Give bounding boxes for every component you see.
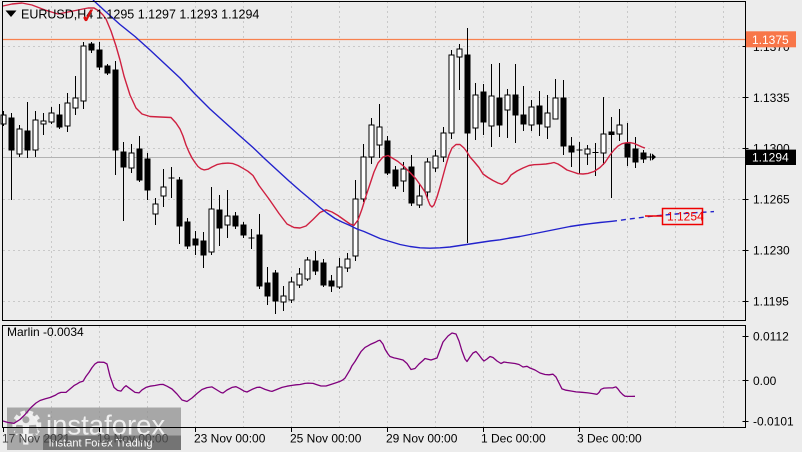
svg-text:1.1265: 1.1265 (753, 193, 790, 207)
svg-text:1.1195: 1.1195 (753, 295, 789, 309)
svg-text:25 Nov 00:00: 25 Nov 00:00 (290, 432, 362, 446)
svg-text:1 Dec 00:00: 1 Dec 00:00 (481, 432, 546, 446)
svg-text:-0.0101: -0.0101 (753, 415, 794, 429)
svg-text:1.1294: 1.1294 (752, 151, 789, 165)
svg-text:29 Nov 00:00: 29 Nov 00:00 (386, 432, 458, 446)
svg-text:1.1335: 1.1335 (753, 91, 790, 105)
svg-text:1.1295 1.1297 1.1293 1.1294: 1.1295 1.1297 1.1293 1.1294 (96, 8, 259, 22)
svg-text:1.1230: 1.1230 (753, 244, 790, 258)
svg-text:Instant Forex Trading: Instant Forex Trading (49, 438, 153, 450)
svg-text:1.1254: 1.1254 (667, 210, 704, 224)
svg-text:✓: ✓ (79, 5, 98, 28)
svg-text:0.00: 0.00 (753, 374, 777, 388)
svg-text:Marlin -0.0034: Marlin -0.0034 (7, 325, 84, 339)
svg-text:3 Dec 00:00: 3 Dec 00:00 (577, 432, 642, 446)
svg-text:EURUSD,H4: EURUSD,H4 (21, 8, 93, 22)
svg-text:0.0112: 0.0112 (753, 330, 789, 344)
svg-text:19 Nov 00:00: 19 Nov 00:00 (97, 432, 169, 446)
svg-text:1.1375: 1.1375 (752, 33, 789, 47)
svg-text:23 Nov 00:00: 23 Nov 00:00 (194, 432, 266, 446)
svg-text:17 Nov 2021: 17 Nov 2021 (2, 432, 70, 446)
svg-text:instaforex: instaforex (46, 410, 165, 441)
